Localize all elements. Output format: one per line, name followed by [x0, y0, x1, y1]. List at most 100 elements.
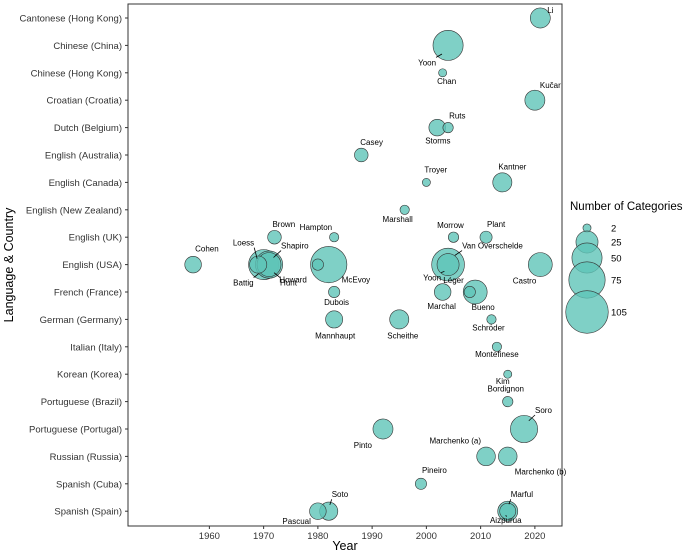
data-point [486, 314, 497, 325]
y-axis-title: Language & Country [2, 207, 16, 322]
data-point [399, 204, 410, 215]
data-point [309, 502, 327, 520]
point-label: Shapiro [281, 242, 309, 251]
point-label: Aizpurua [490, 516, 522, 525]
leader-line [253, 273, 259, 278]
data-point [325, 310, 344, 329]
data-point [310, 246, 348, 284]
data-point [503, 369, 513, 379]
point-label: Yoon [418, 58, 436, 67]
data-point [328, 286, 341, 298]
point-label: Hunt [280, 279, 298, 288]
point-label: Pineiro [422, 466, 447, 475]
point-label: Kantner [498, 162, 526, 171]
data-point [476, 446, 496, 467]
y-tick-label: Korean (Korea) [57, 370, 122, 381]
point-label: Chan [437, 77, 456, 86]
y-tick-label: English (USA) [62, 260, 122, 271]
leader-line [273, 250, 282, 258]
data-point [354, 147, 369, 163]
point-label: Léger [443, 276, 464, 285]
point-label: Ruts [449, 112, 465, 121]
y-tick-label: English (New Zealand) [26, 205, 122, 216]
point-label: Marshall [383, 215, 413, 224]
y-tick-label: Chinese (Hong Kong) [31, 68, 122, 79]
point-label: McEvoy [342, 276, 370, 285]
y-tick-label: Portuguese (Brazil) [41, 397, 122, 408]
x-tick-label: 1990 [362, 531, 383, 542]
y-tick-label: Dutch (Belgium) [54, 123, 122, 134]
legend-key [565, 290, 609, 334]
data-point [438, 68, 448, 78]
point-label: Howard [279, 276, 307, 285]
y-tick-label: German (Germany) [40, 315, 122, 326]
point-label: Bueno [472, 303, 496, 312]
y-tick-label: Portuguese (Portugal) [29, 425, 122, 436]
data-point [311, 258, 324, 271]
data-point [436, 253, 460, 276]
leader-line [253, 247, 258, 259]
point-label: Storms [425, 137, 450, 146]
y-tick-label: French (France) [54, 288, 122, 299]
point-label: Li [547, 6, 553, 15]
point-label: Plant [487, 220, 506, 229]
point-label: Van Overschelde [462, 242, 523, 251]
point-label: Soto [332, 490, 349, 499]
legend-label: 25 [611, 238, 622, 249]
data-point [422, 178, 431, 187]
data-point [510, 415, 538, 443]
point-label: Morrow [437, 221, 464, 230]
data-point [184, 255, 202, 274]
y-tick-label: English (Australia) [45, 151, 122, 162]
point-label: Scheithe [387, 331, 419, 340]
data-point [389, 309, 410, 330]
data-point [479, 230, 493, 244]
x-axis: 1960 1970 1980 1990 2000 2010 2020 [199, 526, 545, 542]
x-axis-title: Year [332, 539, 357, 553]
y-tick-label: Croatian (Croatia) [47, 96, 123, 107]
point-label: Marchenko (a) [429, 436, 481, 445]
leader-line [454, 250, 463, 256]
data-point [499, 502, 517, 520]
point-label: Bordignon [488, 385, 524, 394]
point-label: Troyer [424, 165, 447, 174]
data-point [502, 396, 514, 408]
leader-line [435, 53, 443, 58]
y-tick-label: English (UK) [69, 233, 122, 244]
data-point [414, 477, 427, 490]
x-tick-label: 2020 [524, 531, 545, 542]
data-point [463, 286, 476, 298]
y-axis: Cantonese (Hong Kong) Chinese (China) Chin… [20, 14, 128, 518]
y-tick-label: Chinese (China) [53, 41, 122, 52]
x-tick-label: 1970 [253, 531, 274, 542]
x-tick-label: 1960 [199, 531, 220, 542]
leader-line [273, 272, 281, 278]
point-label: Castro [513, 277, 537, 286]
point-label: Dubois [324, 298, 349, 307]
data-point [524, 89, 546, 111]
data-point [329, 232, 340, 243]
point-label: Soro [535, 406, 552, 415]
point-label: Marful [511, 490, 533, 499]
point-label: Pinto [354, 441, 373, 450]
point-label: Marchenko (b) [515, 467, 567, 476]
point-label: Battig [233, 279, 253, 288]
point-label: Cohen [195, 245, 219, 254]
data-point [492, 172, 513, 193]
chart-marks: Li Yoon Chan Kučar Ruts Storms Casey Kantner Tro… [184, 6, 567, 526]
point-label: Yoon [423, 274, 441, 283]
leader-line [440, 271, 445, 273]
point-label: Kim [496, 377, 510, 386]
y-tick-label: Spanish (Cuba) [56, 479, 122, 490]
data-point [432, 30, 464, 61]
y-tick-label: Spanish (Spain) [54, 507, 122, 518]
point-label: Mannhaupt [315, 331, 356, 340]
point-label: Schröder [472, 323, 505, 332]
point-label: Casey [360, 138, 383, 147]
data-point [434, 283, 452, 301]
point-label: Loess [233, 239, 254, 248]
y-tick-label: Cantonese (Hong Kong) [20, 14, 122, 25]
legend-label: 50 [611, 254, 622, 265]
point-label: Pascual [282, 517, 311, 526]
